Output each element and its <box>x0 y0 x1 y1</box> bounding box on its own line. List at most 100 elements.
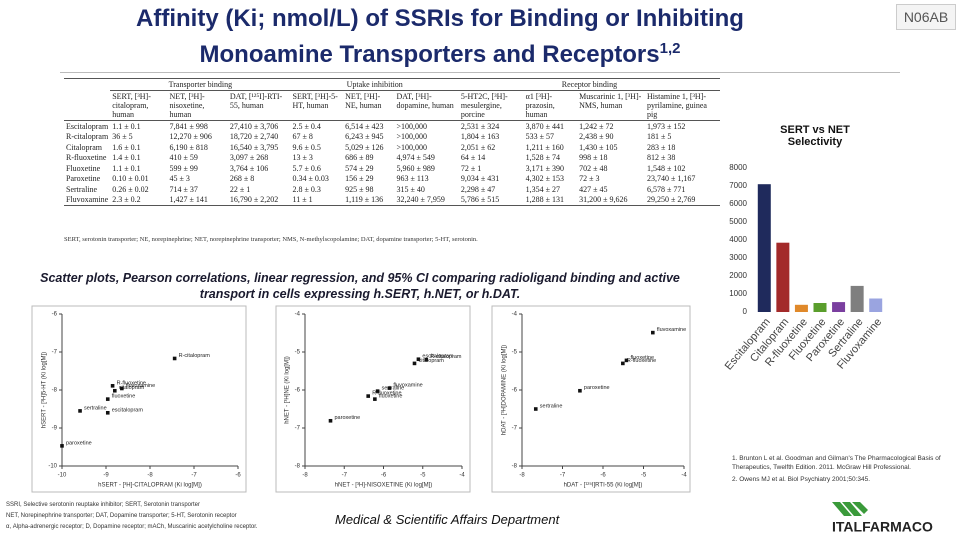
header-row: SERT, [³H]-citalopram, human NET, [³H]-ni… <box>64 90 720 121</box>
y-tick-label: -4 <box>295 312 301 318</box>
table-cell: 2.3 ± 0.2 <box>110 194 168 206</box>
abbreviations: SSRI, Selective serotonin reuptake inhib… <box>6 500 336 533</box>
bar <box>832 302 846 312</box>
title: Affinity (Ki; nmol/L) of SSRIs for Bindi… <box>40 4 840 70</box>
table-cell: 1.1 ± 0.1 <box>112 121 141 131</box>
title-superscript: 1,2 <box>659 40 681 57</box>
bar <box>869 298 883 312</box>
bar <box>794 304 808 312</box>
table-cell: 64 ± 14 <box>460 153 486 163</box>
table-cell: 427 ± 45 <box>579 184 608 194</box>
x-tick-label: -9 <box>103 473 109 479</box>
point <box>78 409 82 413</box>
y-tick-label: -8 <box>295 464 301 470</box>
column-header: 5-HT2C, [³H]-mesulergine, porcine <box>458 90 524 121</box>
table-cell: 1,119 ± 136 <box>343 194 395 206</box>
table-cell: 5,029 ± 126 <box>345 142 384 152</box>
table-cell: 0.10 ± 0.01 <box>112 174 149 184</box>
point <box>424 357 429 362</box>
table-cell: 1,211 ± 160 <box>525 142 564 152</box>
bar <box>757 184 771 312</box>
table-row: R-citalopram 36 ± 5 12,270 ± 906 18,720 ± 2… <box>64 132 720 143</box>
y-tick-label: -10 <box>48 464 57 470</box>
title-line: Monoamine Transporters and Receptors1,2 <box>40 34 840 70</box>
y-tick-label: -6 <box>512 388 518 394</box>
table-cell: 9.6 ± 0.5 <box>292 142 321 152</box>
y-axis-label: hSERT - [³H]5-HT (Ki log[M]) <box>42 352 48 428</box>
x-tick-label: -8 <box>519 473 525 479</box>
point <box>533 407 538 411</box>
table-cell: 3,097 ± 268 <box>229 153 269 163</box>
table-cell: 7,841 ± 998 <box>169 121 208 131</box>
point-label: sertraline <box>540 403 563 409</box>
y-tick-label: -8 <box>52 388 58 394</box>
y-tick-label: -4 <box>512 312 518 318</box>
drug-name: R-citalopram <box>66 132 109 142</box>
logo-stripe <box>852 502 868 514</box>
point-label: paroxetine <box>335 415 361 421</box>
point <box>373 397 377 401</box>
table-cell: 5.7 ± 0.6 <box>292 163 321 173</box>
table-cell: 22 ± 1 <box>229 184 251 194</box>
column-header: DAT, [³H]-dopamine, human <box>394 90 459 121</box>
y-tick-label: -8 <box>512 464 518 470</box>
point-label: paroxetine <box>584 385 610 391</box>
panel-frame <box>275 305 471 493</box>
point-label: R-fluoxetine <box>627 358 656 364</box>
table-cell: 4,974 ± 549 <box>396 153 435 163</box>
y-tick-label: 8000 <box>729 163 747 172</box>
y-tick-label: 6000 <box>729 199 747 208</box>
point <box>387 386 392 390</box>
point <box>621 361 625 366</box>
table-cell: 2.8 ± 0.3 <box>292 184 321 194</box>
y-tick-label: 4000 <box>729 235 747 244</box>
table-cell: 925 ± 98 <box>345 184 374 194</box>
title-line: Affinity (Ki; nmol/L) of SSRIs for Bindi… <box>136 5 744 32</box>
point <box>412 361 417 366</box>
y-tick-label: -9 <box>52 426 58 432</box>
group-row: Transporter binding Uptake inhibition Rece… <box>64 78 720 91</box>
department: Medical & Scientific Affairs Department <box>335 512 560 527</box>
point <box>120 386 124 391</box>
reference: 1. Brunton L et al. Goodman and Gilman's… <box>732 455 941 471</box>
abbreviation: SSRI, Selective serotonin reuptake inhib… <box>6 502 200 508</box>
point <box>328 418 333 423</box>
table-cell: 714 ± 37 <box>169 184 198 194</box>
table-cell: 6,190 ± 818 <box>169 142 208 152</box>
point-label: R-fluoxetine <box>117 380 146 386</box>
group-header: Receptor binding <box>458 78 720 91</box>
drug-name: Fluvoxamine <box>64 194 111 206</box>
table-row: Citalopram 1.6 ± 0.1 6,190 ± 818 16,540 ± 3… <box>64 142 720 153</box>
table-cell: 156 ± 29 <box>345 174 374 184</box>
column-header: SERT, [³H]-citalopram, human <box>110 90 168 121</box>
x-tick-label: -7 <box>560 473 566 479</box>
table-cell: 2,051 ± 62 <box>460 142 496 152</box>
column-header: Histamine 1, [³H]-pyrilamine, guinea pig <box>644 90 720 121</box>
table-cell: 0.34 ± 0.03 <box>292 174 329 184</box>
table-cell: 283 ± 18 <box>646 142 676 152</box>
y-tick-label: 3000 <box>729 253 747 262</box>
point-label: paroxetine <box>66 440 92 446</box>
group-header: Uptake inhibition <box>290 78 459 91</box>
table-row: Sertraline 0.26 ± 0.02 714 ± 37 22 ± 1 2.8 ±… <box>64 184 720 195</box>
table-cell: 574 ± 29 <box>345 163 374 173</box>
point <box>172 356 177 361</box>
point <box>110 384 115 388</box>
table-cell: 16,790 ± 2,202 <box>227 194 291 206</box>
drug-name: Fluoxetine <box>66 163 101 173</box>
y-axis-label: hNET - [³H]NE (Ki log[M]) <box>285 356 291 424</box>
point <box>578 388 582 393</box>
y-tick-label: 0 <box>743 307 748 316</box>
table-cell: 1,430 ± 105 <box>579 142 618 152</box>
x-tick-label: -5 <box>420 473 426 479</box>
point <box>416 357 421 362</box>
y-tick-label: 5000 <box>729 217 747 226</box>
point-label: fluoxetine <box>379 394 403 400</box>
table-cell: 16,540 ± 3,795 <box>229 142 279 152</box>
table-cell: 45 ± 3 <box>169 174 190 184</box>
abbreviation: NET, Norepinephrine transporter; DAT, Do… <box>6 513 237 519</box>
blank <box>64 78 111 91</box>
point-label: R-citalopram <box>179 353 211 359</box>
